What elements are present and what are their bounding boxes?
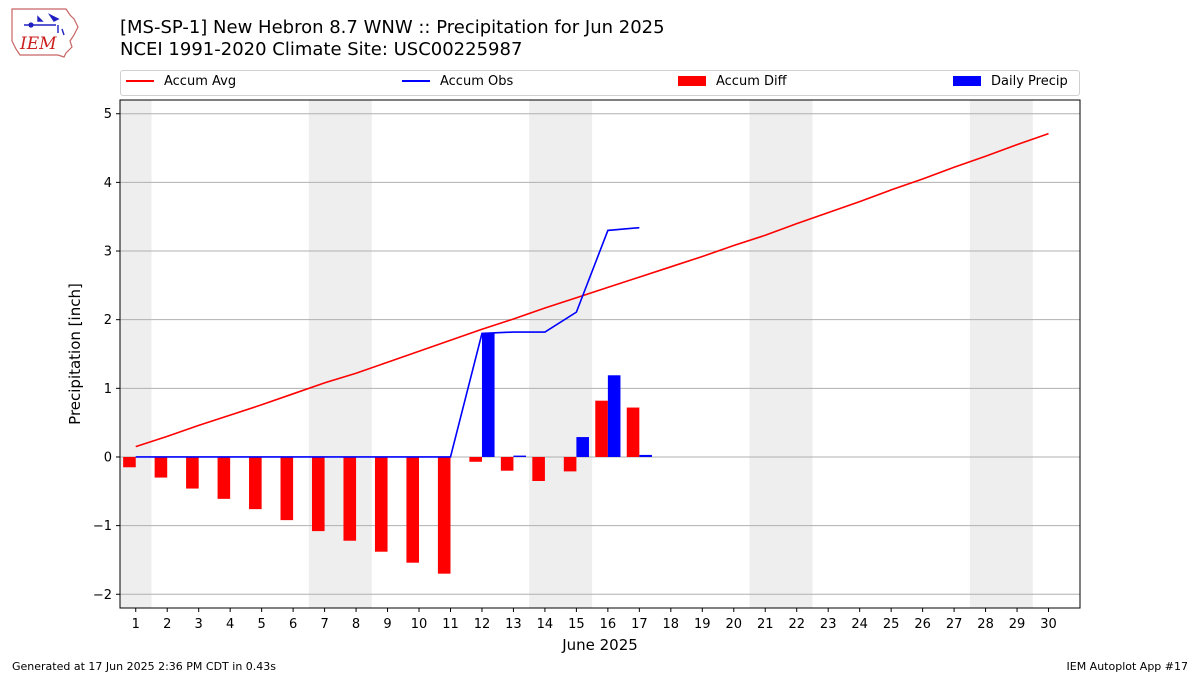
- x-tick-label: 6: [289, 617, 297, 632]
- x-tick-label: 5: [257, 617, 265, 632]
- daily-precip-bar-day-12: [481, 333, 495, 457]
- y-tick-label: 1: [104, 382, 112, 397]
- legend-item-accum-diff: Accum Diff: [678, 74, 787, 92]
- weekend-band-2: [308, 100, 372, 608]
- y-tick-label: 4: [104, 176, 112, 191]
- accum-diff-bar-day-8: [343, 456, 357, 541]
- plot-frame: [119, 99, 1081, 609]
- y-tick-label: −2: [93, 588, 112, 603]
- accum-diff-bar-day-17: [626, 407, 640, 457]
- x-tick-label: 11: [442, 617, 459, 632]
- x-axis-label: June 2025: [561, 636, 638, 654]
- x-tick-label: 2: [163, 617, 171, 632]
- accum-diff-bar-day-4: [217, 456, 231, 499]
- daily-precip-bar-day-16: [607, 375, 621, 457]
- x-tick-label: 23: [820, 617, 837, 632]
- lines-layer: [135, 132, 1049, 458]
- x-tick-label: 19: [694, 617, 711, 632]
- x-tick-label: 26: [914, 617, 931, 632]
- legend-swatch-daily-precip: [953, 75, 981, 86]
- x-tick-label: 18: [663, 617, 680, 632]
- y-tick-label: −1: [93, 519, 112, 534]
- weekend-band-5: [969, 100, 1033, 608]
- footer-app-text: IEM Autoplot App #17: [1066, 660, 1189, 673]
- x-tick-label: 16: [600, 617, 617, 632]
- legend-swatch-accum-avg: [126, 79, 154, 82]
- logo-text: IEM: [19, 34, 57, 54]
- bars-layer: [123, 333, 652, 574]
- x-tick-label: 8: [352, 617, 360, 632]
- weekend-band-4: [749, 100, 813, 608]
- accum-diff-bar-day-15: [563, 456, 577, 472]
- y-axis-ticks: −2 −1 0 1 2 3 4 5: [93, 107, 120, 603]
- x-tick-label: 4: [226, 617, 234, 632]
- accum-diff-bar-day-3: [186, 456, 199, 489]
- y-tick-label: 3: [104, 245, 112, 260]
- x-tick-label: 17: [631, 617, 648, 632]
- footer-generated-text: Generated at 17 Jun 2025 2:36 PM CDT in …: [12, 660, 277, 673]
- legend-label-accum-diff: Accum Diff: [716, 74, 787, 89]
- x-tick-label: 20: [725, 617, 742, 632]
- x-tick-label: 25: [883, 617, 900, 632]
- x-tick-label: 9: [383, 617, 391, 632]
- y-tick-label: 0: [104, 450, 112, 465]
- precip-chart: 1 2 3 4 5 6 7 8 9 10 11 12 13 14 15 16 17 18 19 20 21 22 23 24 2…: [66, 99, 1081, 654]
- y-axis-label: Precipitation [inch]: [66, 283, 84, 425]
- chart-subtitle: NCEI 1991-2020 Climate Site: USC00225987: [120, 39, 523, 60]
- x-axis-ticks: 1 2 3 4 5 6 7 8 9 10 11 12 13 14 15 16 17 18 19 20 21 22 23 24 2…: [132, 608, 1057, 632]
- legend-label-accum-obs: Accum Obs: [440, 74, 514, 89]
- accum-diff-bar-day-6: [280, 456, 294, 521]
- chart-title: [MS-SP-1] New Hebron 8.7 WNW :: Precipit…: [120, 17, 665, 38]
- x-tick-label: 24: [851, 617, 868, 632]
- accum-obs-line: [135, 226, 640, 458]
- chart-legend: Accum Avg Accum Obs Accum Diff Daily Pre…: [120, 70, 1080, 96]
- accum-avg-line: [135, 132, 1049, 448]
- iem-iowa-logo-icon: IEM: [11, 8, 79, 58]
- x-tick-label: 29: [1009, 617, 1026, 632]
- x-tick-label: 7: [320, 617, 328, 632]
- x-tick-label: 3: [195, 617, 203, 632]
- y-tick-label: 5: [104, 107, 112, 122]
- x-tick-label: 10: [411, 617, 428, 632]
- accum-diff-bar-day-12: [469, 456, 482, 462]
- grid-lines: [120, 113, 1080, 595]
- accum-diff-bar-day-13: [500, 456, 514, 471]
- legend-item-accum-obs: Accum Obs: [402, 74, 513, 92]
- accum-diff-bar-day-9: [374, 456, 388, 552]
- daily-precip-bar-day-13: [513, 455, 527, 457]
- daily-precip-bar-day-15: [576, 437, 589, 457]
- legend-swatch-accum-obs: [402, 79, 430, 82]
- x-tick-label: 13: [505, 617, 522, 632]
- x-tick-label: 1: [132, 617, 140, 632]
- x-tick-label: 28: [977, 617, 994, 632]
- x-tick-label: 30: [1040, 617, 1057, 632]
- x-tick-label: 21: [757, 617, 774, 632]
- x-tick-label: 15: [568, 617, 585, 632]
- x-tick-label: 27: [946, 617, 963, 632]
- accum-diff-bar-day-2: [154, 456, 168, 478]
- legend-label-daily-precip: Daily Precip: [991, 74, 1068, 89]
- legend-label-accum-avg: Accum Avg: [164, 74, 237, 89]
- accum-diff-bar-day-5: [249, 456, 262, 510]
- accum-diff-bar-day-1: [123, 456, 136, 468]
- accum-diff-bar-day-7: [312, 456, 325, 532]
- legend-swatch-accum-diff: [678, 75, 706, 86]
- weekend-band-1: [120, 100, 152, 608]
- accum-diff-bar-day-11: [437, 456, 451, 574]
- legend-item-accum-avg: Accum Avg: [126, 74, 236, 92]
- x-tick-label: 12: [474, 617, 491, 632]
- x-tick-label: 14: [537, 617, 554, 632]
- y-tick-label: 2: [104, 313, 112, 328]
- iem-logo: IEM: [8, 5, 80, 59]
- accum-diff-bar-day-16: [595, 400, 608, 457]
- weekend-shading: [120, 100, 1033, 608]
- accum-diff-bar-day-10: [406, 456, 420, 563]
- daily-precip-bar-day-17: [639, 454, 652, 457]
- legend-item-daily-precip: Daily Precip: [953, 74, 1068, 92]
- accum-diff-bar-day-14: [532, 456, 545, 481]
- x-tick-label: 22: [788, 617, 805, 632]
- weekend-band-3: [529, 100, 593, 608]
